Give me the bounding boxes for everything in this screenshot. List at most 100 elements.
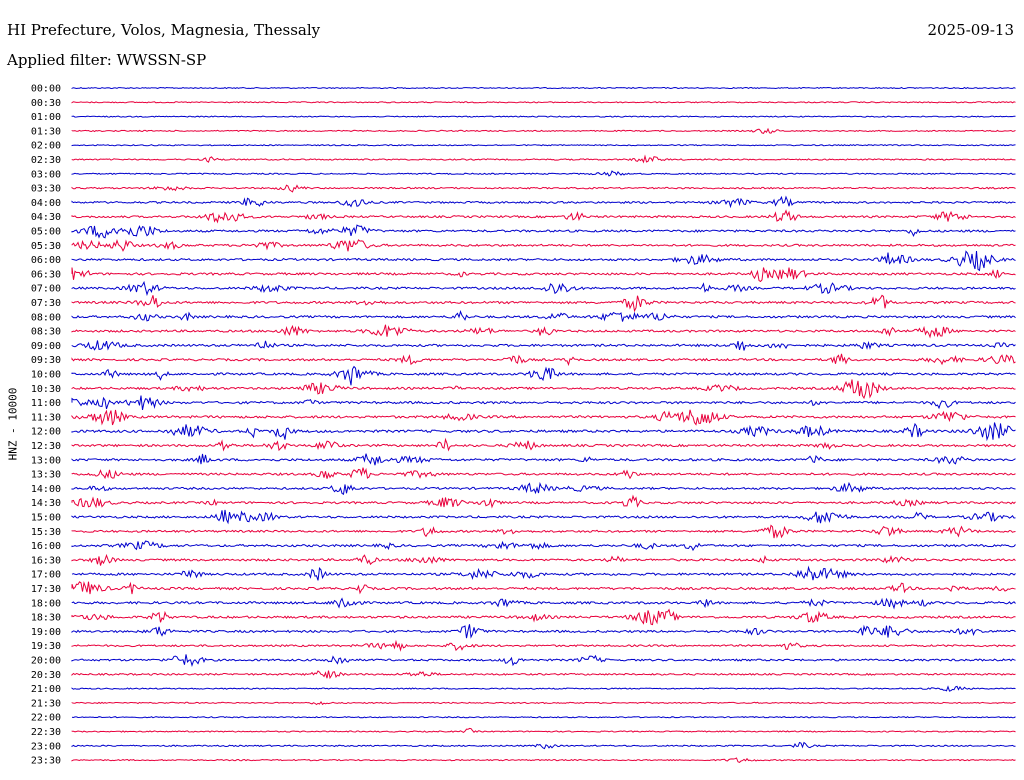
trace-line: [71, 597, 1016, 610]
trace-line: [71, 757, 1016, 763]
y-tick-label: 08:00: [31, 312, 61, 323]
trace-line: [71, 481, 1016, 495]
trace-line: [71, 154, 1016, 164]
y-tick-label: 00:30: [31, 98, 61, 109]
trace-line: [71, 395, 1016, 410]
y-tick-label: 06:30: [31, 269, 61, 280]
y-tick-label: 14:00: [31, 484, 61, 495]
trace-line: [71, 565, 1016, 581]
y-tick-label: 09:00: [31, 341, 61, 352]
y-tick-label: 06:00: [31, 255, 61, 266]
trace-line: [71, 639, 1016, 652]
y-tick-label: 07:30: [31, 298, 61, 309]
trace-line: [71, 654, 1016, 667]
trace-line: [71, 727, 1016, 734]
y-tick-label: 01:30: [31, 126, 61, 137]
trace-line: [71, 553, 1016, 566]
y-tick-label: 23:00: [31, 741, 61, 752]
trace-line: [71, 310, 1016, 322]
trace-line: [71, 340, 1016, 351]
trace-line: [71, 467, 1016, 480]
station-title: HI Prefecture, Volos, Magnesia, Thessaly: [7, 21, 321, 39]
trace-line: [71, 195, 1016, 209]
trace-line: [71, 716, 1016, 719]
trace-line: [71, 280, 1016, 297]
y-tick-label: 17:30: [31, 584, 61, 595]
trace-line: [71, 184, 1016, 193]
y-tick-label: 11:00: [31, 398, 61, 409]
trace-line: [71, 127, 1016, 135]
y-tick-label: 20:30: [31, 670, 61, 681]
trace-line: [71, 741, 1016, 750]
trace-line: [71, 115, 1016, 118]
trace-line: [71, 580, 1016, 595]
trace-line: [71, 437, 1016, 452]
y-tick-label: 15:00: [31, 513, 61, 524]
y-tick-label: 05:00: [31, 227, 61, 238]
trace-line: [71, 509, 1016, 525]
y-tick-label: 05:30: [31, 241, 61, 252]
y-tick-label: 14:30: [31, 498, 61, 509]
y-tick-label: 16:30: [31, 555, 61, 566]
trace-line: [71, 294, 1016, 313]
trace-line: [71, 86, 1016, 90]
date-label: 2025-09-13: [927, 21, 1014, 39]
y-tick-label: 21:30: [31, 698, 61, 709]
trace-line: [71, 685, 1016, 692]
filter-label: Applied filter: WWSSN-SP: [7, 51, 207, 69]
y-tick-label: 04:30: [31, 212, 61, 223]
y-tick-label: 18:30: [31, 613, 61, 624]
y-tick-label: 13:30: [31, 470, 61, 481]
y-tick-label: 22:00: [31, 713, 61, 724]
y-tick-label: 15:30: [31, 527, 61, 538]
trace-line: [71, 224, 1016, 239]
y-tick-label: 19:00: [31, 627, 61, 638]
trace-line: [71, 453, 1016, 466]
trace-line: [71, 209, 1016, 224]
y-tick-label: 02:30: [31, 155, 61, 166]
trace-line: [71, 422, 1016, 442]
y-tick-label: 22:30: [31, 727, 61, 738]
y-tick-label: 21:00: [31, 684, 61, 695]
y-tick-label: 11:30: [31, 412, 61, 423]
trace-line: [71, 379, 1016, 400]
y-tick-label: 01:00: [31, 112, 61, 123]
trace-line: [71, 238, 1016, 252]
y-tick-label: 03:00: [31, 169, 61, 180]
y-tick-label: 17:00: [31, 570, 61, 581]
y-tick-label: 19:30: [31, 641, 61, 652]
trace-line: [71, 170, 1016, 177]
trace-line: [71, 409, 1016, 426]
y-tick-label: 12:00: [31, 427, 61, 438]
trace-line: [71, 144, 1016, 147]
y-tick-label: 07:00: [31, 284, 61, 295]
y-tick-label: 10:30: [31, 384, 61, 395]
y-tick-label: 08:30: [31, 327, 61, 338]
y-tick-label: 16:00: [31, 541, 61, 552]
trace-line: [71, 101, 1016, 104]
y-tick-label: 09:30: [31, 355, 61, 366]
y-tick-label: 02:00: [31, 141, 61, 152]
trace-line: [71, 624, 1016, 639]
trace-line: [71, 524, 1016, 539]
trace-line: [71, 353, 1016, 367]
trace-line: [71, 700, 1016, 706]
trace-line: [71, 540, 1016, 552]
trace-line: [71, 365, 1016, 386]
y-tick-label: 23:30: [31, 756, 61, 767]
y-tick-label: 18:00: [31, 598, 61, 609]
trace-line: [71, 250, 1016, 272]
y-tick-label: 00:00: [31, 84, 61, 95]
trace-line: [71, 267, 1016, 283]
trace-line: [71, 324, 1016, 339]
y-tick-label: 04:00: [31, 198, 61, 209]
trace-line: [71, 494, 1016, 509]
trace-line: [71, 608, 1016, 626]
y-tick-label: 12:30: [31, 441, 61, 452]
y-tick-label: 10:00: [31, 370, 61, 381]
y-tick-label: 20:00: [31, 656, 61, 667]
trace-line: [71, 670, 1016, 680]
y-tick-label: 13:00: [31, 455, 61, 466]
y-tick-label: 03:30: [31, 184, 61, 195]
